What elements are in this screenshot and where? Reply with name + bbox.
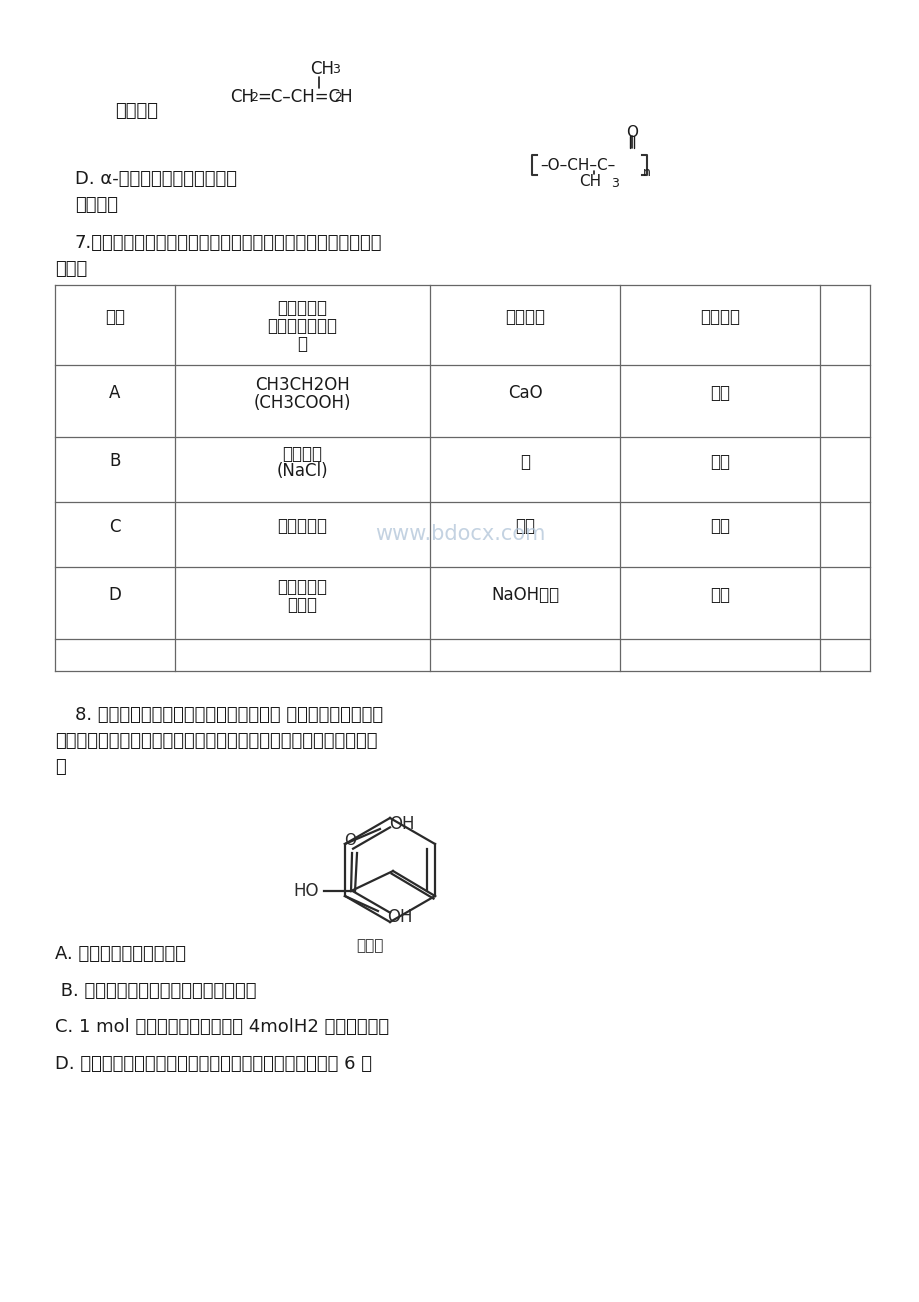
Text: 2: 2 xyxy=(334,91,342,104)
Text: D. 奎尼酸的同分异构体中属于二元羚酸的芳香族化合物有 6 种: D. 奎尼酸的同分异构体中属于二元羚酸的芳香族化合物有 6 种 xyxy=(55,1055,371,1073)
Text: CH3CH2OH: CH3CH2OH xyxy=(255,376,349,395)
Text: C: C xyxy=(109,517,120,535)
Text: CH: CH xyxy=(578,174,600,189)
Text: A. 奎尼酸存在顺反异构体: A. 奎尼酸存在顺反异构体 xyxy=(55,945,186,963)
Text: 分之一，有降脂降糖等功效，其结构简式如图所示，下列说法错误的: 分之一，有降脂降糖等功效，其结构简式如图所示，下列说法错误的 xyxy=(55,732,377,750)
Text: CaO: CaO xyxy=(507,384,541,402)
Text: www.bdocx.com: www.bdocx.com xyxy=(374,525,545,544)
Text: CH: CH xyxy=(230,89,254,105)
Text: HO: HO xyxy=(293,881,319,900)
Text: 苯（苯酚）: 苯（苯酚） xyxy=(278,517,327,535)
Text: 淠粉溶液: 淠粉溶液 xyxy=(282,444,323,462)
Text: 乙醇）: 乙醇） xyxy=(287,596,317,615)
Text: B: B xyxy=(109,453,120,470)
Text: 物质（括号: 物质（括号 xyxy=(278,299,327,316)
Text: 3: 3 xyxy=(332,62,339,76)
Text: 3: 3 xyxy=(610,177,618,190)
Text: O: O xyxy=(344,833,356,848)
Text: CH: CH xyxy=(310,60,334,78)
Text: C. 1 mol 奎尼酸该分子最多能与 4molH2 发生加成反应: C. 1 mol 奎尼酸该分子最多能与 4molH2 发生加成反应 xyxy=(55,1018,389,1036)
Text: 蒸馏: 蒸馏 xyxy=(709,384,729,402)
Text: 2: 2 xyxy=(250,91,257,104)
Text: 溨水: 溨水 xyxy=(515,517,535,535)
Text: 确的是: 确的是 xyxy=(55,260,87,279)
Text: (CH3COOH): (CH3COOH) xyxy=(254,395,351,411)
Text: 是: 是 xyxy=(55,758,65,776)
Text: 分液: 分液 xyxy=(709,586,729,604)
Text: A: A xyxy=(109,384,120,402)
Text: 奎尼酸: 奎尼酸 xyxy=(356,937,383,953)
Text: 过滤: 过滤 xyxy=(709,453,729,470)
Text: 7.为除去下列物质中所含的杂质，所选用的试剂和实验方法都正: 7.为除去下列物质中所含的杂质，所选用的试剂和实验方法都正 xyxy=(75,234,382,253)
Text: 实验方法: 实验方法 xyxy=(699,309,739,326)
Text: 8. 中医药是中华民族的瑰宝，奎尼酸是一 种常见中药的主要成: 8. 中医药是中华民族的瑰宝，奎尼酸是一 种常见中药的主要成 xyxy=(75,706,382,724)
Text: D: D xyxy=(108,586,121,604)
Text: 选项: 选项 xyxy=(105,309,125,326)
Text: OH: OH xyxy=(389,815,414,833)
Text: –O–CH–C–: –O–CH–C– xyxy=(539,158,615,173)
Text: D. α-羟基丙酸是合成聚乳酸（: D. α-羟基丙酸是合成聚乳酸（ xyxy=(75,171,237,187)
Text: (NaCl): (NaCl) xyxy=(277,462,328,480)
Text: 水: 水 xyxy=(519,453,529,470)
Text: NaOH溶液: NaOH溶液 xyxy=(491,586,559,604)
Text: n: n xyxy=(642,165,650,178)
Text: 的单体是: 的单体是 xyxy=(115,102,158,120)
Text: =C–CH=CH: =C–CH=CH xyxy=(256,89,352,105)
Text: 内的物质为杂质: 内的物质为杂质 xyxy=(267,316,337,335)
Text: 所用试剂: 所用试剂 xyxy=(505,309,544,326)
Text: 乙酸乙酯（: 乙酸乙酯（ xyxy=(278,578,327,596)
Text: ）: ） xyxy=(297,335,307,353)
Text: OH: OH xyxy=(387,907,412,926)
Text: ）的单体: ）的单体 xyxy=(75,197,118,214)
Text: 过滤: 过滤 xyxy=(709,517,729,535)
Text: O: O xyxy=(625,125,637,141)
Text: B. 奎尼酸分子中所有碳原子可能共平面: B. 奎尼酸分子中所有碳原子可能共平面 xyxy=(55,982,256,1000)
